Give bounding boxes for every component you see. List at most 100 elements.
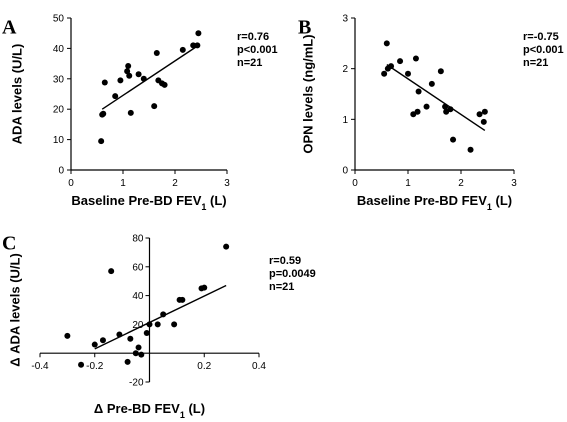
y-tick-label: 20 [53,105,65,116]
data-point [388,63,395,70]
data-point [124,358,131,365]
x-tick-label: 2 [172,178,178,189]
x-axis-title: Baseline Pre-BD FEV1 (L) [357,193,512,212]
data-point [201,284,208,291]
data-point [161,81,168,88]
data-point [99,337,106,344]
data-point [108,268,115,275]
y-tick-label: 40 [132,291,144,302]
x-axis-title: Baseline Pre-BD FEV1 (L) [71,193,226,212]
data-point [135,71,142,78]
y-tick-label: 3 [342,14,348,25]
y-tick-label: 80 [132,234,144,245]
data-point [405,70,411,77]
stat-line: n=21 [237,57,262,69]
data-point [146,321,153,328]
data-point [127,335,134,342]
x-tick-label: 2 [458,178,464,189]
regression-line [94,284,227,350]
y-tick-label: 20 [132,320,144,331]
data-point [171,321,178,328]
data-point [124,68,131,75]
data-point [179,46,186,53]
data-point [467,146,474,153]
data-point [428,80,435,87]
data-point [450,136,457,143]
data-point [383,40,390,47]
data-point [143,330,150,337]
data-point [415,88,422,95]
y-tick-label: 2 [342,64,348,75]
y-tick-label: -20 [129,378,144,389]
x-tick-label: 0 [68,178,74,189]
x-tick-label: 1 [120,178,126,189]
data-point [91,341,98,348]
regression-line [101,44,199,110]
panel-letter: A [2,17,17,39]
data-point [132,350,139,357]
y-tick-label: 60 [132,262,144,273]
data-point [64,332,71,339]
data-point [437,68,444,75]
data-point [447,106,454,113]
data-point [125,63,132,70]
x-tick-label: 0.2 [197,361,211,372]
data-point [195,30,202,37]
x-tick-label: 1 [405,178,411,189]
data-point [135,344,142,351]
y-tick-label: 1 [342,115,348,126]
data-point [127,109,134,116]
y-tick-label: 30 [53,74,65,85]
data-point [414,108,421,115]
data-point [98,138,105,145]
y-tick-label: 0 [342,166,348,177]
panel-b-chart: B 0 1 2 3 0 1 2 3 Baseline Pre-BD FEV1 (L) OPN lev… [298,14,564,213]
x-axis-title: Δ Pre-BD FEV1 (L) [94,401,205,420]
y-tick-label: 10 [53,135,65,146]
stat-line: r=-0.75 [523,31,559,43]
panel-letter: C [2,233,16,255]
panel-letter: B [298,17,311,39]
data-point [223,243,230,250]
data-point [100,110,107,117]
stat-line: n=21 [269,281,294,293]
data-point [126,72,133,79]
data-point [116,331,123,338]
x-tick-label: 3 [224,178,230,189]
stat-line: n=21 [523,57,548,69]
stat-line: p<0.001 [237,44,278,56]
regression-line [386,64,486,132]
data-point [381,70,388,77]
data-point [481,108,488,115]
y-tick-label: 40 [53,44,65,55]
stat-line: p=0.0049 [269,268,316,280]
stat-line: p<0.001 [523,44,564,56]
x-tick-label: -0.4 [31,361,49,372]
stat-line: r=0.76 [237,31,269,43]
x-tick-label: -0.2 [86,361,104,372]
data-point [112,93,119,100]
data-point [194,42,201,49]
data-point [442,103,449,110]
data-point [179,296,186,303]
y-axis-title: Δ ADA levels (U/L) [7,253,22,367]
data-point [78,361,85,368]
y-axis-title: ADA levels (U/L) [9,44,24,145]
x-tick-label: 3 [511,178,517,189]
y-tick-label: 0 [58,166,64,177]
data-point [412,55,419,62]
data-point [138,351,145,358]
x-tick-label: 0.4 [252,361,266,372]
data-point [397,58,404,65]
data-point [480,118,487,125]
data-point [423,103,430,110]
data-point [140,75,147,82]
data-point [476,111,483,118]
data-point [153,49,160,56]
data-point [117,77,124,84]
y-axis-title: OPN levels (ng/mL) [300,34,315,153]
data-point [154,321,161,328]
panel-c-chart: C -0.4 -0.2 0.2 0.4 -20 20 40 60 80 Δ Pre-BD FEV1 … [2,233,316,420]
